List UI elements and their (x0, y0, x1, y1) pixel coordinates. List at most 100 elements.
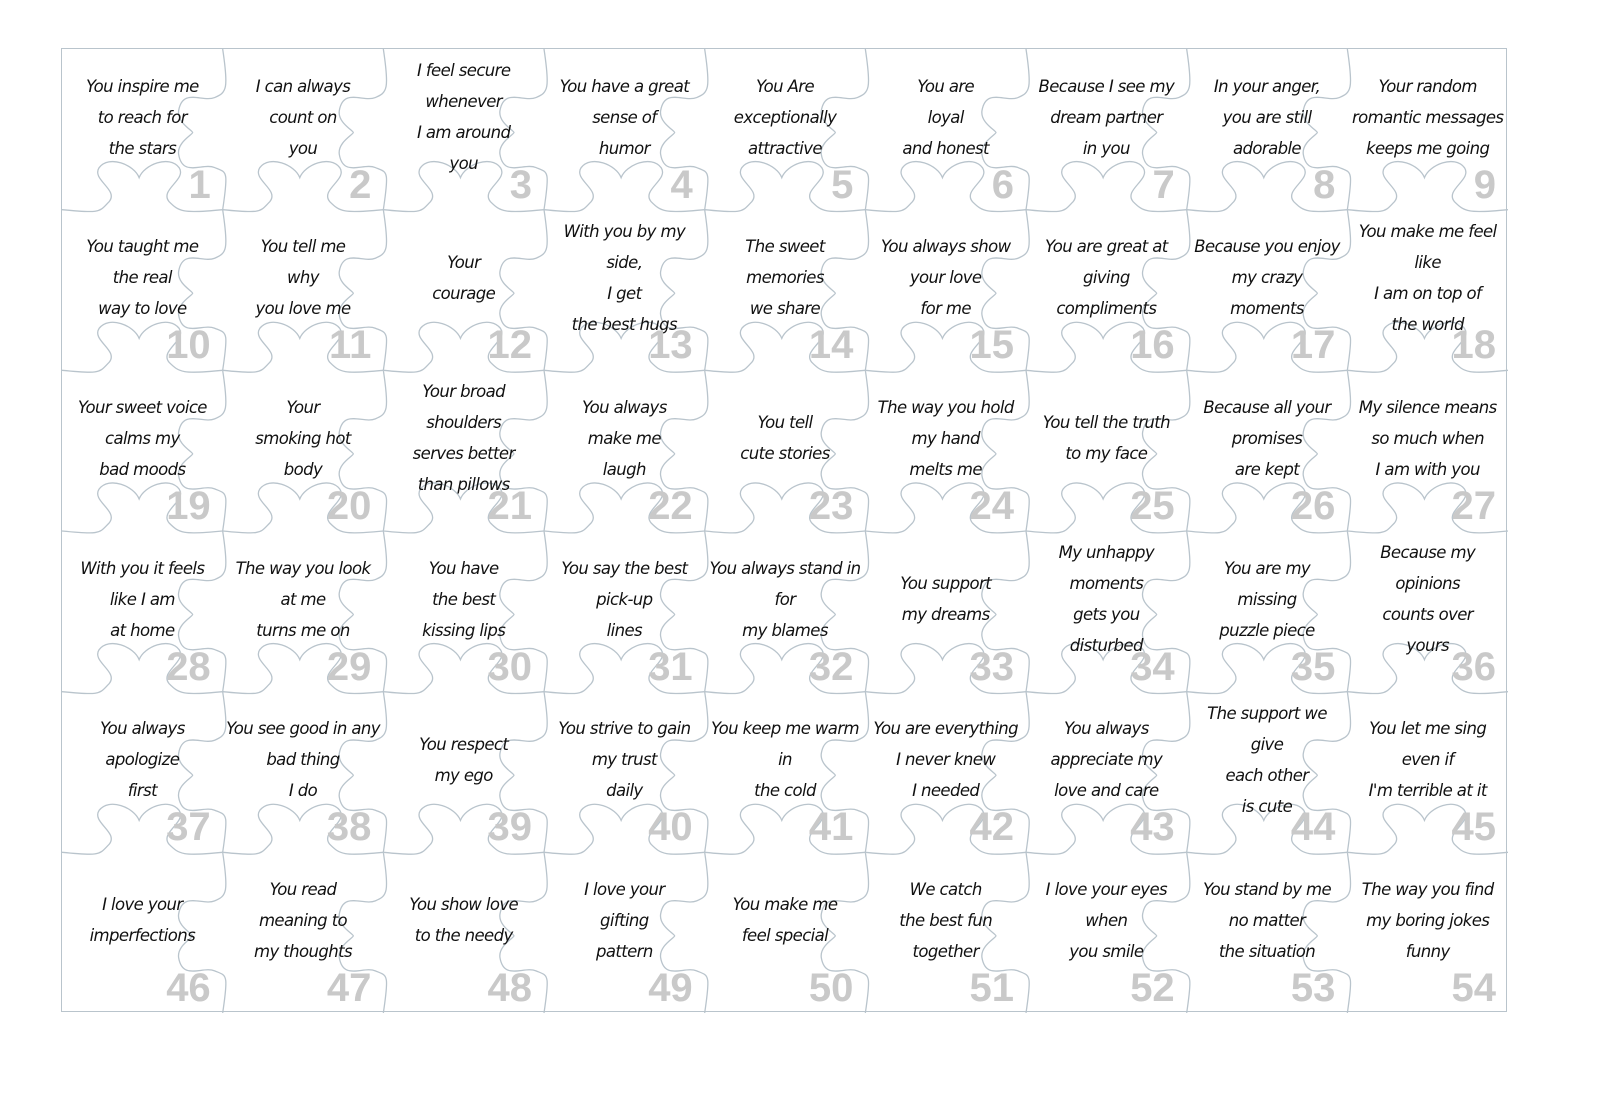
puzzle-piece-18: You make me feel like I am on top of the w… (1347, 210, 1508, 371)
vertical-cut (178, 49, 227, 210)
message-line: the world (1391, 314, 1464, 334)
puzzle-piece-16: You are great at giving compliments 16 (1026, 210, 1187, 371)
piece-message: You tell the truth to my face (1028, 388, 1185, 488)
vertical-cut (820, 691, 870, 853)
puzzle-piece-24: The way you hold my hand melts me 24 (865, 370, 1026, 531)
piece-message: You keep me warm in the cold (707, 710, 864, 810)
message-line: The way you look (235, 558, 371, 578)
message-line: to the needy (414, 926, 514, 946)
piece-number: 18 (1451, 323, 1497, 368)
horizontal-cut (543, 161, 705, 213)
message-line: You make me feel like (1358, 221, 1497, 272)
message-line: my trust (591, 750, 658, 770)
piece-message: The support we give each other is cute (1189, 704, 1346, 816)
piece-number: 36 (1451, 644, 1497, 689)
piece-number: 25 (1130, 484, 1175, 529)
puzzle-piece-4: You have a great sense of humor 4 (544, 49, 705, 210)
horizontal-cut (1347, 482, 1508, 534)
message-line: you (288, 138, 318, 158)
piece-message: You support my dreams (867, 549, 1024, 649)
message-line: my crazy (1231, 268, 1303, 288)
vertical-cut (660, 852, 709, 1013)
vertical-cut (981, 209, 1030, 371)
vertical-cut (660, 370, 709, 532)
piece-number: 11 (329, 323, 372, 368)
piece-number: 15 (969, 323, 1015, 368)
message-line: I can always (255, 76, 351, 96)
piece-number: 46 (166, 966, 211, 1011)
message-line: With you it feels (80, 558, 205, 578)
message-line: at me (280, 589, 326, 609)
piece-number: 31 (648, 644, 693, 689)
piece-number: 50 (808, 966, 854, 1011)
message-line: are kept (1234, 459, 1300, 479)
piece-number: 29 (326, 644, 372, 689)
vertical-cut (820, 209, 870, 371)
vertical-cut (1142, 49, 1191, 210)
piece-message: With you by my side, I get the best hugs (546, 222, 703, 334)
horizontal-cut (383, 321, 545, 373)
horizontal-cut (704, 803, 866, 855)
vertical-cut (981, 691, 1030, 853)
horizontal-cut (222, 161, 384, 213)
puzzle-piece-13: With you by my side, I get the best hugs 13 (544, 210, 705, 371)
horizontal-cut (1025, 482, 1187, 534)
message-line: You tell the truth (1042, 413, 1171, 433)
vertical-cut (1302, 691, 1352, 853)
puzzle-piece-19: Your sweet voice calms my bad moods 19 (62, 370, 223, 531)
message-line: I get (607, 283, 642, 303)
horizontal-cut (62, 321, 223, 373)
puzzle-piece-23: You tell cute stories 23 (705, 370, 866, 531)
message-line: Your broad shoulders (422, 382, 506, 433)
piece-message: You see good in any bad thing I do (225, 710, 382, 810)
vertical-cut (338, 49, 388, 210)
puzzle-piece-51: We catch the best fun together 51 (865, 852, 1026, 1013)
message-line: attractive (748, 138, 823, 158)
message-line: at home (110, 620, 175, 640)
piece-message: You always make me laugh (546, 388, 703, 488)
message-line: You read (269, 879, 337, 899)
piece-number: 51 (969, 966, 1015, 1011)
piece-number: 37 (166, 805, 211, 850)
piece-message: I love your eyes when you smile (1028, 870, 1185, 970)
vertical-cut (178, 691, 227, 853)
message-line: the best fun (899, 910, 993, 930)
puzzle-piece-47: You read meaning to my thoughts 47 (223, 852, 384, 1013)
horizontal-cut (383, 643, 545, 695)
piece-message: Because you enjoy my crazy moments (1189, 228, 1346, 328)
piece-message: You respect my ego (385, 710, 542, 810)
message-line: You have (428, 558, 499, 578)
vertical-cut (660, 530, 709, 692)
piece-message: In your anger, you are still adorable (1189, 67, 1346, 167)
puzzle-piece-12: Your courage 12 (383, 210, 544, 371)
horizontal-cut (1347, 643, 1508, 695)
message-line: You support (900, 574, 992, 593)
puzzle-piece-41: You keep me warm in the cold 41 (705, 692, 866, 853)
puzzle-piece-26: Because all your promises are kept 26 (1187, 370, 1348, 531)
vertical-cut (499, 691, 548, 853)
horizontal-cut (704, 321, 866, 373)
puzzle-piece-42: You are everything I never knew I needed 42 (865, 692, 1026, 853)
puzzle-piece-30: You have the best kissing lips 30 (383, 531, 544, 692)
piece-number: 34 (1130, 644, 1175, 689)
message-line: I am around (417, 123, 511, 142)
piece-number: 32 (808, 644, 854, 689)
piece-number: 33 (969, 644, 1015, 689)
vertical-cut (178, 530, 227, 692)
message-line: together (912, 941, 980, 961)
piece-message: You show love to the needy (385, 870, 542, 970)
message-line: The sweet (745, 237, 825, 257)
message-line: disturbed (1069, 636, 1144, 655)
puzzle-piece-53: You stand by me no matter the situation 53 (1187, 852, 1348, 1013)
piece-message: We catch the best fun together (867, 870, 1024, 970)
message-line: my ego (434, 765, 494, 785)
message-line: counts over (1382, 605, 1473, 624)
message-line: apologize (105, 750, 180, 770)
message-line: even if (1401, 750, 1455, 770)
vertical-cut (338, 209, 388, 371)
message-line: for me (920, 299, 971, 319)
piece-number: 17 (1290, 323, 1336, 368)
message-line: to my face (1065, 444, 1148, 464)
message-line: We catch (909, 879, 983, 899)
horizontal-cut (1025, 643, 1187, 695)
